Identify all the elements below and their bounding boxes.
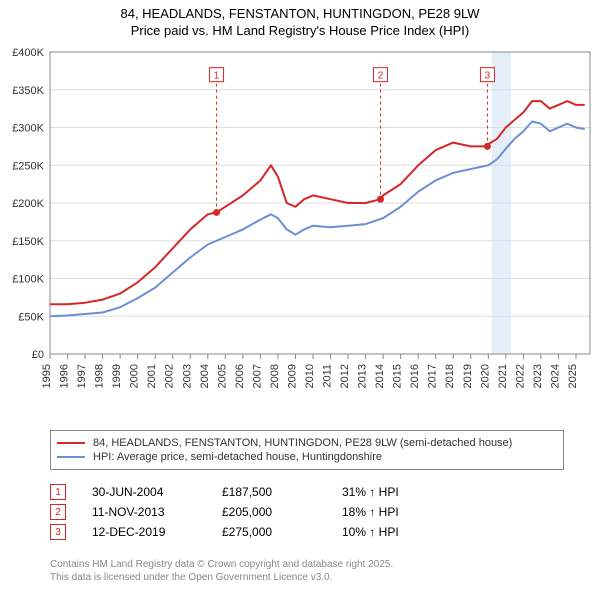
marker-delta: 18% ↑ HPI	[342, 505, 399, 519]
svg-text:2006: 2006	[234, 364, 246, 388]
title-line1: 84, HEADLANDS, FENSTANTON, HUNTINGDON, P…	[0, 6, 600, 23]
svg-text:2001: 2001	[146, 364, 158, 388]
svg-text:£100K: £100K	[12, 274, 44, 286]
marker-delta: 31% ↑ HPI	[342, 485, 399, 499]
marker-table: 1 30-JUN-2004£187,50031% ↑ HPI 2 11-NOV-201…	[50, 480, 550, 544]
legend-label: 84, HEADLANDS, FENSTANTON, HUNTINGDON, P…	[93, 437, 512, 449]
svg-text:2: 2	[378, 71, 384, 82]
svg-text:2010: 2010	[304, 364, 316, 388]
svg-text:2021: 2021	[497, 364, 509, 388]
marker-row: 1 30-JUN-2004£187,50031% ↑ HPI	[50, 484, 550, 500]
svg-text:2003: 2003	[181, 364, 193, 388]
svg-text:2005: 2005	[216, 364, 228, 388]
marker-row: 2 11-NOV-2013£205,00018% ↑ HPI	[50, 504, 550, 520]
svg-text:2014: 2014	[374, 364, 386, 388]
svg-text:£200K: £200K	[12, 198, 44, 210]
marker-date: 11-NOV-2013	[92, 505, 222, 519]
svg-text:2002: 2002	[164, 364, 176, 388]
title-line2: Price paid vs. HM Land Registry's House …	[0, 23, 600, 40]
marker-date: 12-DEC-2019	[92, 525, 222, 539]
svg-text:2009: 2009	[286, 364, 298, 388]
svg-text:2004: 2004	[199, 364, 211, 388]
marker-price: £275,000	[222, 525, 342, 539]
svg-text:2000: 2000	[129, 364, 141, 388]
chart-title: 84, HEADLANDS, FENSTANTON, HUNTINGDON, P…	[0, 0, 600, 40]
svg-text:2012: 2012	[339, 364, 351, 388]
svg-text:2016: 2016	[409, 364, 421, 388]
marker-price: £205,000	[222, 505, 342, 519]
svg-text:£150K: £150K	[12, 236, 44, 248]
legend-item: 84, HEADLANDS, FENSTANTON, HUNTINGDON, P…	[57, 437, 557, 449]
marker-date: 30-JUN-2004	[92, 485, 222, 499]
credit-text: Contains HM Land Registry data © Crown c…	[50, 558, 393, 584]
svg-text:2008: 2008	[269, 364, 281, 388]
svg-text:£300K: £300K	[12, 123, 44, 135]
marker-number-box: 1	[50, 484, 66, 500]
svg-text:2013: 2013	[357, 364, 369, 388]
legend-label: HPI: Average price, semi-detached house,…	[93, 451, 382, 463]
svg-text:3: 3	[485, 71, 491, 82]
legend-swatch	[57, 442, 85, 444]
svg-text:£350K: £350K	[12, 85, 44, 97]
chart-legend: 84, HEADLANDS, FENSTANTON, HUNTINGDON, P…	[50, 430, 564, 470]
chart-plot: £0 £50K £100K £150K £200K £250K £300K £350K £400…	[0, 44, 600, 424]
svg-text:2020: 2020	[479, 364, 491, 388]
svg-text:£50K: £50K	[18, 311, 44, 323]
marker-delta: 10% ↑ HPI	[342, 525, 399, 539]
svg-text:2023: 2023	[532, 364, 544, 388]
svg-text:1999: 1999	[111, 364, 123, 388]
svg-text:1996: 1996	[59, 364, 71, 388]
svg-text:2025: 2025	[567, 364, 579, 388]
svg-text:£0: £0	[32, 349, 44, 361]
svg-text:1997: 1997	[76, 364, 88, 388]
svg-text:2018: 2018	[444, 364, 456, 388]
svg-text:2007: 2007	[251, 364, 263, 388]
marker-number-box: 2	[50, 504, 66, 520]
svg-text:£250K: £250K	[12, 160, 44, 172]
marker-number-box: 3	[50, 524, 66, 540]
legend-swatch	[57, 456, 85, 458]
svg-text:2024: 2024	[549, 364, 561, 388]
svg-text:1: 1	[214, 71, 220, 82]
svg-text:2022: 2022	[514, 364, 526, 388]
marker-price: £187,500	[222, 485, 342, 499]
credit-line1: Contains HM Land Registry data © Crown c…	[50, 558, 393, 571]
svg-text:1998: 1998	[94, 364, 106, 388]
svg-text:2015: 2015	[392, 364, 404, 388]
svg-text:2017: 2017	[427, 364, 439, 388]
svg-text:1995: 1995	[41, 364, 53, 388]
svg-text:2019: 2019	[462, 364, 474, 388]
svg-text:2011: 2011	[322, 364, 334, 388]
legend-item: HPI: Average price, semi-detached house,…	[57, 451, 557, 463]
credit-line2: This data is licensed under the Open Gov…	[50, 571, 393, 584]
svg-text:£400K: £400K	[12, 47, 44, 59]
marker-row: 3 12-DEC-2019£275,00010% ↑ HPI	[50, 524, 550, 540]
